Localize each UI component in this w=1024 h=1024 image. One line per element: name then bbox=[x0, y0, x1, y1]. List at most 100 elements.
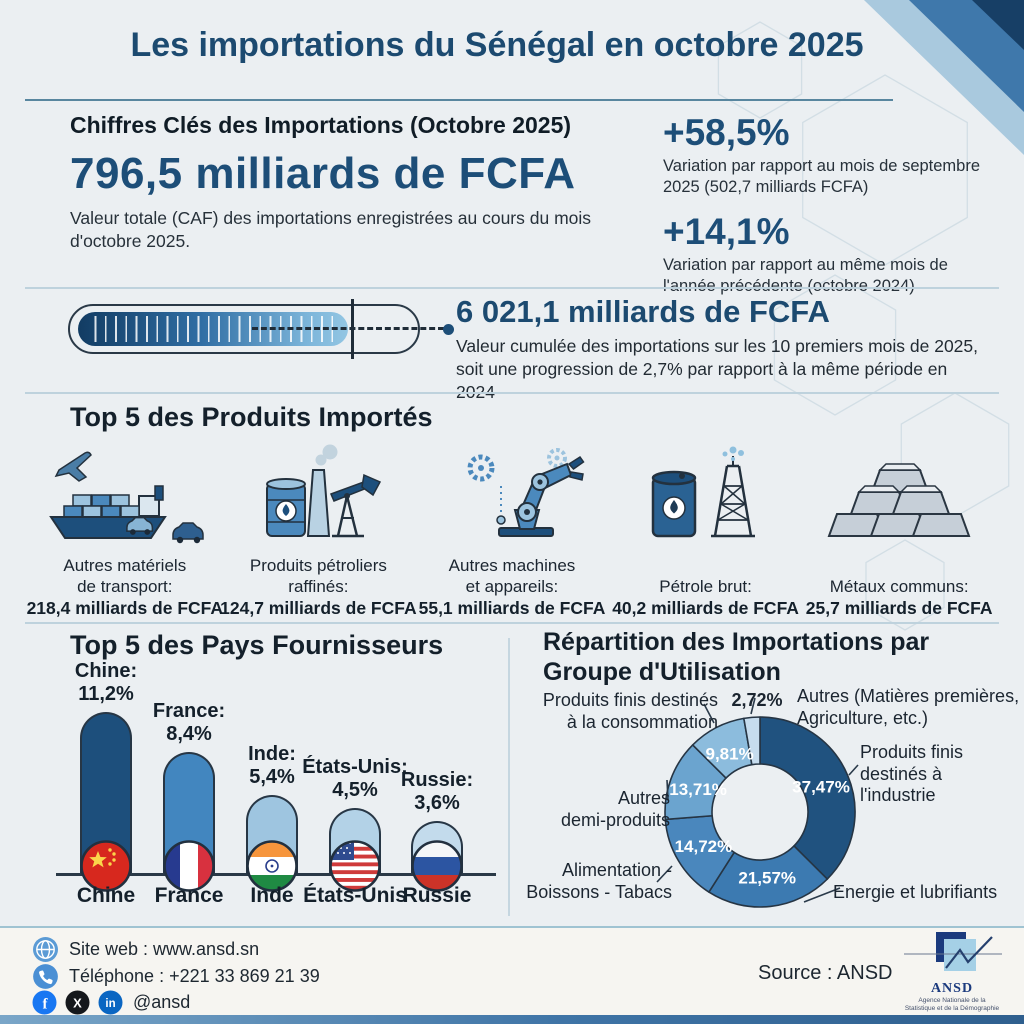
variations-block: +58,5% Variation par rapport au mois de … bbox=[663, 112, 1003, 297]
svg-text:X: X bbox=[73, 995, 82, 1010]
progress-end-dot bbox=[443, 324, 454, 335]
products-row: Autres matériels de transport: 218,4 mil… bbox=[26, 436, 996, 619]
ansd-logo-tagline: Agence Nationale de la Statistique et de… bbox=[904, 997, 1000, 1013]
footer-divider bbox=[0, 926, 1024, 928]
callout-demi-text: Autres demi-produits bbox=[560, 788, 670, 830]
footer bbox=[0, 928, 1024, 1015]
variation-mom: +58,5% Variation par rapport au mois de … bbox=[663, 112, 1003, 197]
flag-fr-icon bbox=[162, 839, 216, 898]
product-label: Métaux communs: bbox=[829, 576, 969, 596]
donut-pct-label-0: 37,47% bbox=[792, 778, 850, 797]
bar-country-name: France bbox=[154, 884, 224, 907]
usage-heading: Répartition des Importations par Groupe … bbox=[543, 628, 930, 686]
bar-value-label-us: États-Unis: 4,5% bbox=[302, 756, 408, 801]
donut-slice-0 bbox=[759, 716, 856, 880]
key-figures-heading: Chiffres Clés des Importations (Octobre … bbox=[70, 112, 572, 138]
callout-energie: Energie et lubrifiants bbox=[833, 882, 998, 902]
variation-yoy-value: +14,1% bbox=[663, 211, 790, 253]
cargo-ship-icon bbox=[39, 436, 211, 548]
bar-country-name: États-Unis bbox=[303, 884, 407, 907]
product-value: 218,4 milliards de FCFA bbox=[26, 598, 224, 618]
callout-industrie-text: Produits finis destinés à l'industrie bbox=[860, 742, 964, 806]
globe-icon bbox=[33, 937, 58, 962]
website-label[interactable]: Site web : www.ansd.sn bbox=[69, 939, 260, 959]
usage-donut-chart: 37,47% 21,57% 14,72% 13,71% 9,81% bbox=[656, 697, 859, 908]
callout-alimentation-text: Alimentation - Boissons - Tabacs bbox=[526, 860, 672, 902]
product-label: Produits pétroliers raffinés: bbox=[249, 555, 387, 596]
product-item-petroliers: Produits pétroliers raffinés: 124,7 mill… bbox=[220, 436, 417, 619]
donut-slice-5 bbox=[743, 716, 761, 766]
product-label: Pétrole brut: bbox=[659, 576, 752, 596]
ansd-logo-icon bbox=[904, 932, 1002, 971]
cumulative-block: 6 021,1 milliards de FCFA Valeur cumulée… bbox=[456, 294, 986, 404]
bar-country-name: Chine bbox=[76, 884, 136, 907]
donut-pct-label-1: 21,57% bbox=[738, 869, 796, 888]
facebook-icon[interactable]: f bbox=[32, 990, 57, 1015]
product-value: 40,2 milliards de FCFA bbox=[612, 598, 799, 618]
bar-country-name: Inde bbox=[250, 884, 294, 907]
title-divider bbox=[25, 99, 893, 101]
social-handle[interactable]: @ansd bbox=[133, 992, 191, 1012]
callout-alimentation: Alimentation - Boissons - Tabacs bbox=[512, 860, 672, 903]
website-row[interactable]: Site web : www.ansd.sn bbox=[32, 936, 259, 963]
x-twitter-icon[interactable]: X bbox=[65, 990, 90, 1015]
ansd-logo: ANSD Agence Nationale de la Statistique … bbox=[893, 930, 1011, 1014]
bar-value-label-ru: Russie: 3,6% bbox=[400, 769, 474, 814]
cumulative-value: 6 021,1 milliards de FCFA bbox=[456, 294, 830, 329]
section-divider-2 bbox=[25, 392, 999, 394]
panel-divider bbox=[508, 638, 510, 916]
donut-pct-label-3: 13,71% bbox=[669, 780, 727, 799]
total-imports-desc: Valeur totale (CAF) des importations enr… bbox=[70, 208, 592, 251]
total-imports-value: 796,5 milliards de FCFA bbox=[70, 149, 576, 198]
robot-arm-icon bbox=[437, 436, 587, 548]
callout-autres: Autres (Matières premières, Agriculture,… bbox=[797, 686, 1024, 729]
svg-text:f: f bbox=[43, 997, 49, 1013]
bar-value-label-in: Inde: 5,4% bbox=[248, 743, 296, 788]
product-item-machines: Autres machines et appareils: 55,1 milli… bbox=[415, 436, 609, 619]
key-figures-block: Chiffres Clés des Importations (Octobre … bbox=[70, 112, 625, 253]
metal-ingots-icon bbox=[815, 436, 983, 548]
product-value: 55,1 milliards de FCFA bbox=[418, 598, 606, 618]
product-label: Autres matériels de transport: bbox=[63, 555, 187, 596]
phone-label: Téléphone : +221 33 869 21 39 bbox=[69, 966, 320, 986]
countries-bar-chart: Chine: 11,2% Chine France: 8,4% France Inde:… bbox=[56, 660, 502, 920]
donut-pct-label-4: 9,81% bbox=[705, 744, 753, 763]
progress-marker-line bbox=[351, 299, 354, 359]
bar-cn bbox=[80, 712, 132, 873]
flag-in-icon bbox=[245, 839, 299, 898]
variation-yoy-desc: Variation par rapport au même mois de l'… bbox=[663, 256, 948, 295]
phone-row: Téléphone : +221 33 869 21 39 bbox=[32, 963, 320, 990]
variation-mom-value: +58,5% bbox=[663, 112, 790, 153]
callout-demi-produits: Autres demi-produits bbox=[535, 788, 670, 831]
product-value: 124,7 milliards de FCFA bbox=[220, 598, 417, 618]
callout-consommation-text: Produits finis destinés à la consommatio… bbox=[542, 690, 718, 732]
products-heading: Top 5 des Produits Importés bbox=[70, 402, 433, 432]
flag-cn-icon bbox=[79, 839, 133, 898]
flag-us-icon bbox=[328, 839, 382, 898]
variation-mom-desc: Variation par rapport au mois de septemb… bbox=[663, 157, 981, 196]
countries-heading: Top 5 des Pays Fournisseurs bbox=[70, 630, 444, 660]
product-item-petrole-brut: Pétrole brut: 40,2 milliards de FCFA bbox=[609, 436, 803, 619]
variation-yoy: +14,1% Variation par rapport au même moi… bbox=[663, 211, 1003, 296]
section-divider-3 bbox=[25, 622, 999, 624]
social-row: f X in @ansd bbox=[32, 990, 190, 1015]
callout-consommation: Produits finis destinés à la consommatio… bbox=[533, 690, 718, 733]
svg-text:in: in bbox=[105, 998, 115, 1010]
cumulative-desc: Valeur cumulée des importations sur les … bbox=[456, 336, 979, 403]
callout-autres-text: Autres (Matières premières, Agriculture,… bbox=[797, 686, 1020, 728]
ansd-logo-name: ANSD bbox=[930, 981, 974, 996]
product-item-transport: Autres matériels de transport: 218,4 mil… bbox=[26, 436, 224, 619]
oil-derrick-icon bbox=[631, 436, 781, 548]
oil-refinery-icon bbox=[243, 436, 393, 548]
linkedin-icon[interactable]: in bbox=[98, 990, 123, 1015]
flag-ru-icon bbox=[410, 839, 464, 898]
bottom-accent-strip bbox=[0, 1015, 1024, 1024]
bar-value-label-fr: France: 8,4% bbox=[152, 700, 226, 745]
donut-pct-label-2: 14,72% bbox=[675, 837, 733, 856]
product-item-metaux: Métaux communs: 25,7 milliards de FCFA bbox=[802, 436, 996, 619]
section-divider-1 bbox=[25, 287, 999, 289]
bar-value-label-cn: Chine: 11,2% bbox=[74, 660, 138, 705]
corner-triangle-decoration bbox=[864, 0, 1024, 155]
phone-icon bbox=[33, 964, 58, 989]
